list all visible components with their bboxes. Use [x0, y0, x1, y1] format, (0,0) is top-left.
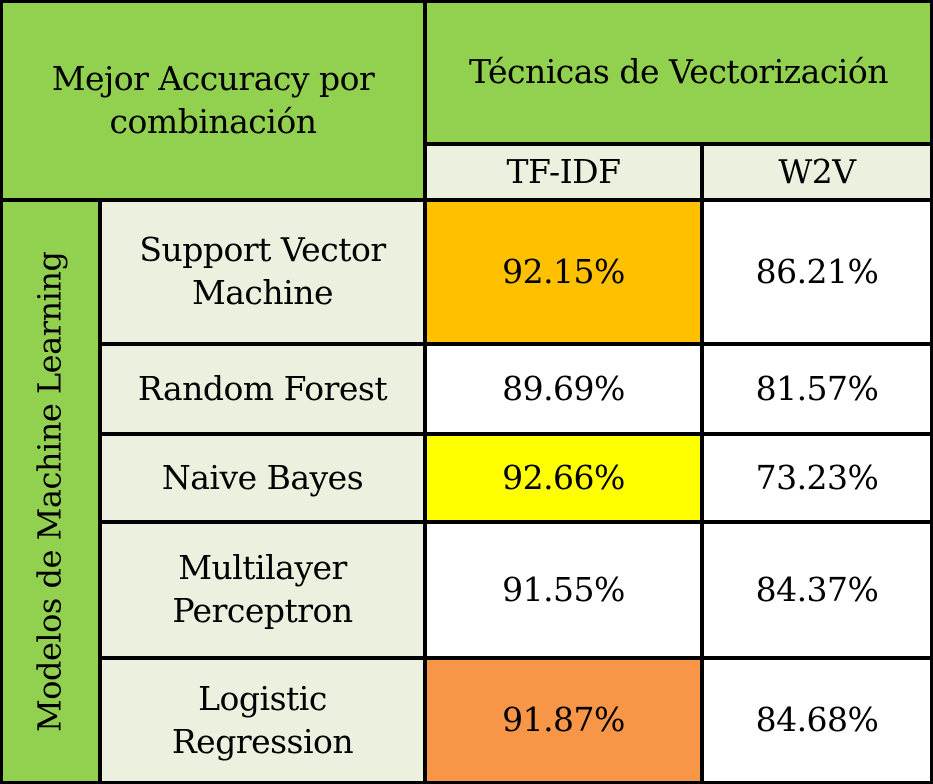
w2v-value-text: 84.37%: [755, 569, 879, 609]
tfidf-value-text: 91.87%: [502, 700, 625, 740]
tfidf-value: 91.55%: [427, 524, 700, 656]
tfidf-value: 89.69%: [427, 346, 700, 432]
group-header: Técnicas de Vectorización: [427, 3, 930, 142]
row-label-text: Naive Bayes: [161, 457, 364, 497]
row-label-text: Logistic Regression: [171, 678, 354, 761]
column-header-w2v-text: W2V: [778, 151, 856, 191]
tfidf-value: 91.87%: [427, 660, 700, 781]
column-header-tfidf: TF-IDF: [427, 146, 700, 198]
row-label-text: Random Forest: [137, 368, 388, 408]
row-label: Random Forest: [102, 346, 423, 432]
w2v-value: 81.57%: [704, 346, 930, 432]
w2v-value: 84.68%: [704, 660, 930, 781]
w2v-value-text: 84.68%: [755, 700, 879, 740]
table-title-text: Mejor Accuracy por combinación: [51, 58, 375, 141]
w2v-value: 86.21%: [704, 202, 930, 342]
group-header-text: Técnicas de Vectorización: [469, 52, 888, 92]
tfidf-value: 92.15%: [427, 202, 700, 342]
column-header-w2v: W2V: [704, 146, 930, 198]
tfidf-value: 92.66%: [427, 436, 700, 520]
tfidf-value-text: 89.69%: [502, 368, 625, 408]
w2v-value: 84.37%: [704, 524, 930, 656]
row-label: Multilayer Perceptron: [102, 524, 423, 656]
row-label: Naive Bayes: [102, 436, 423, 520]
side-label: Modelos de Machine Learning: [3, 202, 98, 781]
row-label-text: Multilayer Perceptron: [172, 548, 353, 630]
w2v-value-text: 81.57%: [755, 368, 879, 408]
row-label: Support Vector Machine: [102, 202, 423, 342]
tfidf-value-text: 92.66%: [502, 457, 625, 497]
tfidf-value-text: 91.55%: [502, 569, 625, 609]
row-label: Logistic Regression: [102, 660, 423, 781]
side-label-text: Modelos de Machine Learning: [30, 251, 69, 732]
tfidf-value-text: 92.15%: [502, 251, 625, 291]
column-header-tfidf-text: TF-IDF: [506, 151, 621, 191]
w2v-value-text: 73.23%: [755, 457, 879, 497]
row-label-text: Support Vector Machine: [139, 230, 386, 312]
w2v-value: 73.23%: [704, 436, 930, 520]
w2v-value-text: 86.21%: [755, 251, 879, 291]
table-title: Mejor Accuracy por combinación: [3, 3, 423, 198]
